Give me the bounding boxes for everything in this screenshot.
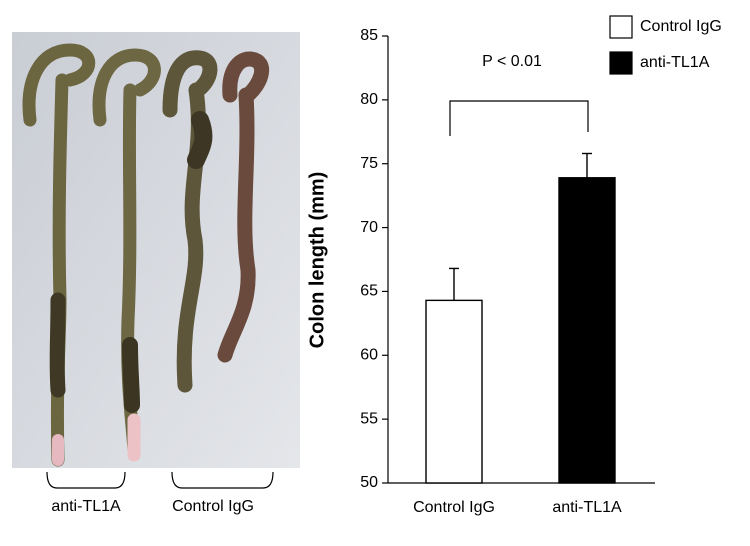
bar [558, 177, 616, 484]
x-tick-label: anti-TL1A [552, 499, 622, 516]
y-tick-label: 70 [360, 219, 378, 236]
y-tick-label: 55 [360, 410, 378, 427]
significance-bracket [449, 100, 589, 136]
y-tick-label: 50 [360, 474, 378, 491]
y-tick-label: 75 [360, 155, 378, 172]
y-tick-label: 65 [360, 283, 378, 300]
legend-label: anti-TL1A [640, 54, 710, 71]
photo: anti-TL1A Control IgG [12, 32, 300, 515]
y-tick-label: 85 [360, 27, 378, 44]
photo-label: Control IgG [172, 498, 254, 515]
legend-label: Control IgG [640, 18, 722, 35]
y-tick-label: 80 [360, 91, 378, 108]
x-tick-label: Control IgG [413, 499, 495, 516]
legend-swatch [609, 51, 633, 75]
y-tick-label: 60 [360, 347, 378, 364]
y-axis-label: Colon length (mm) [306, 172, 328, 349]
photo-label: anti-TL1A [51, 498, 121, 515]
legend-swatch [609, 15, 633, 39]
annotation: P < 0.01 [482, 53, 542, 70]
bar [425, 299, 483, 484]
